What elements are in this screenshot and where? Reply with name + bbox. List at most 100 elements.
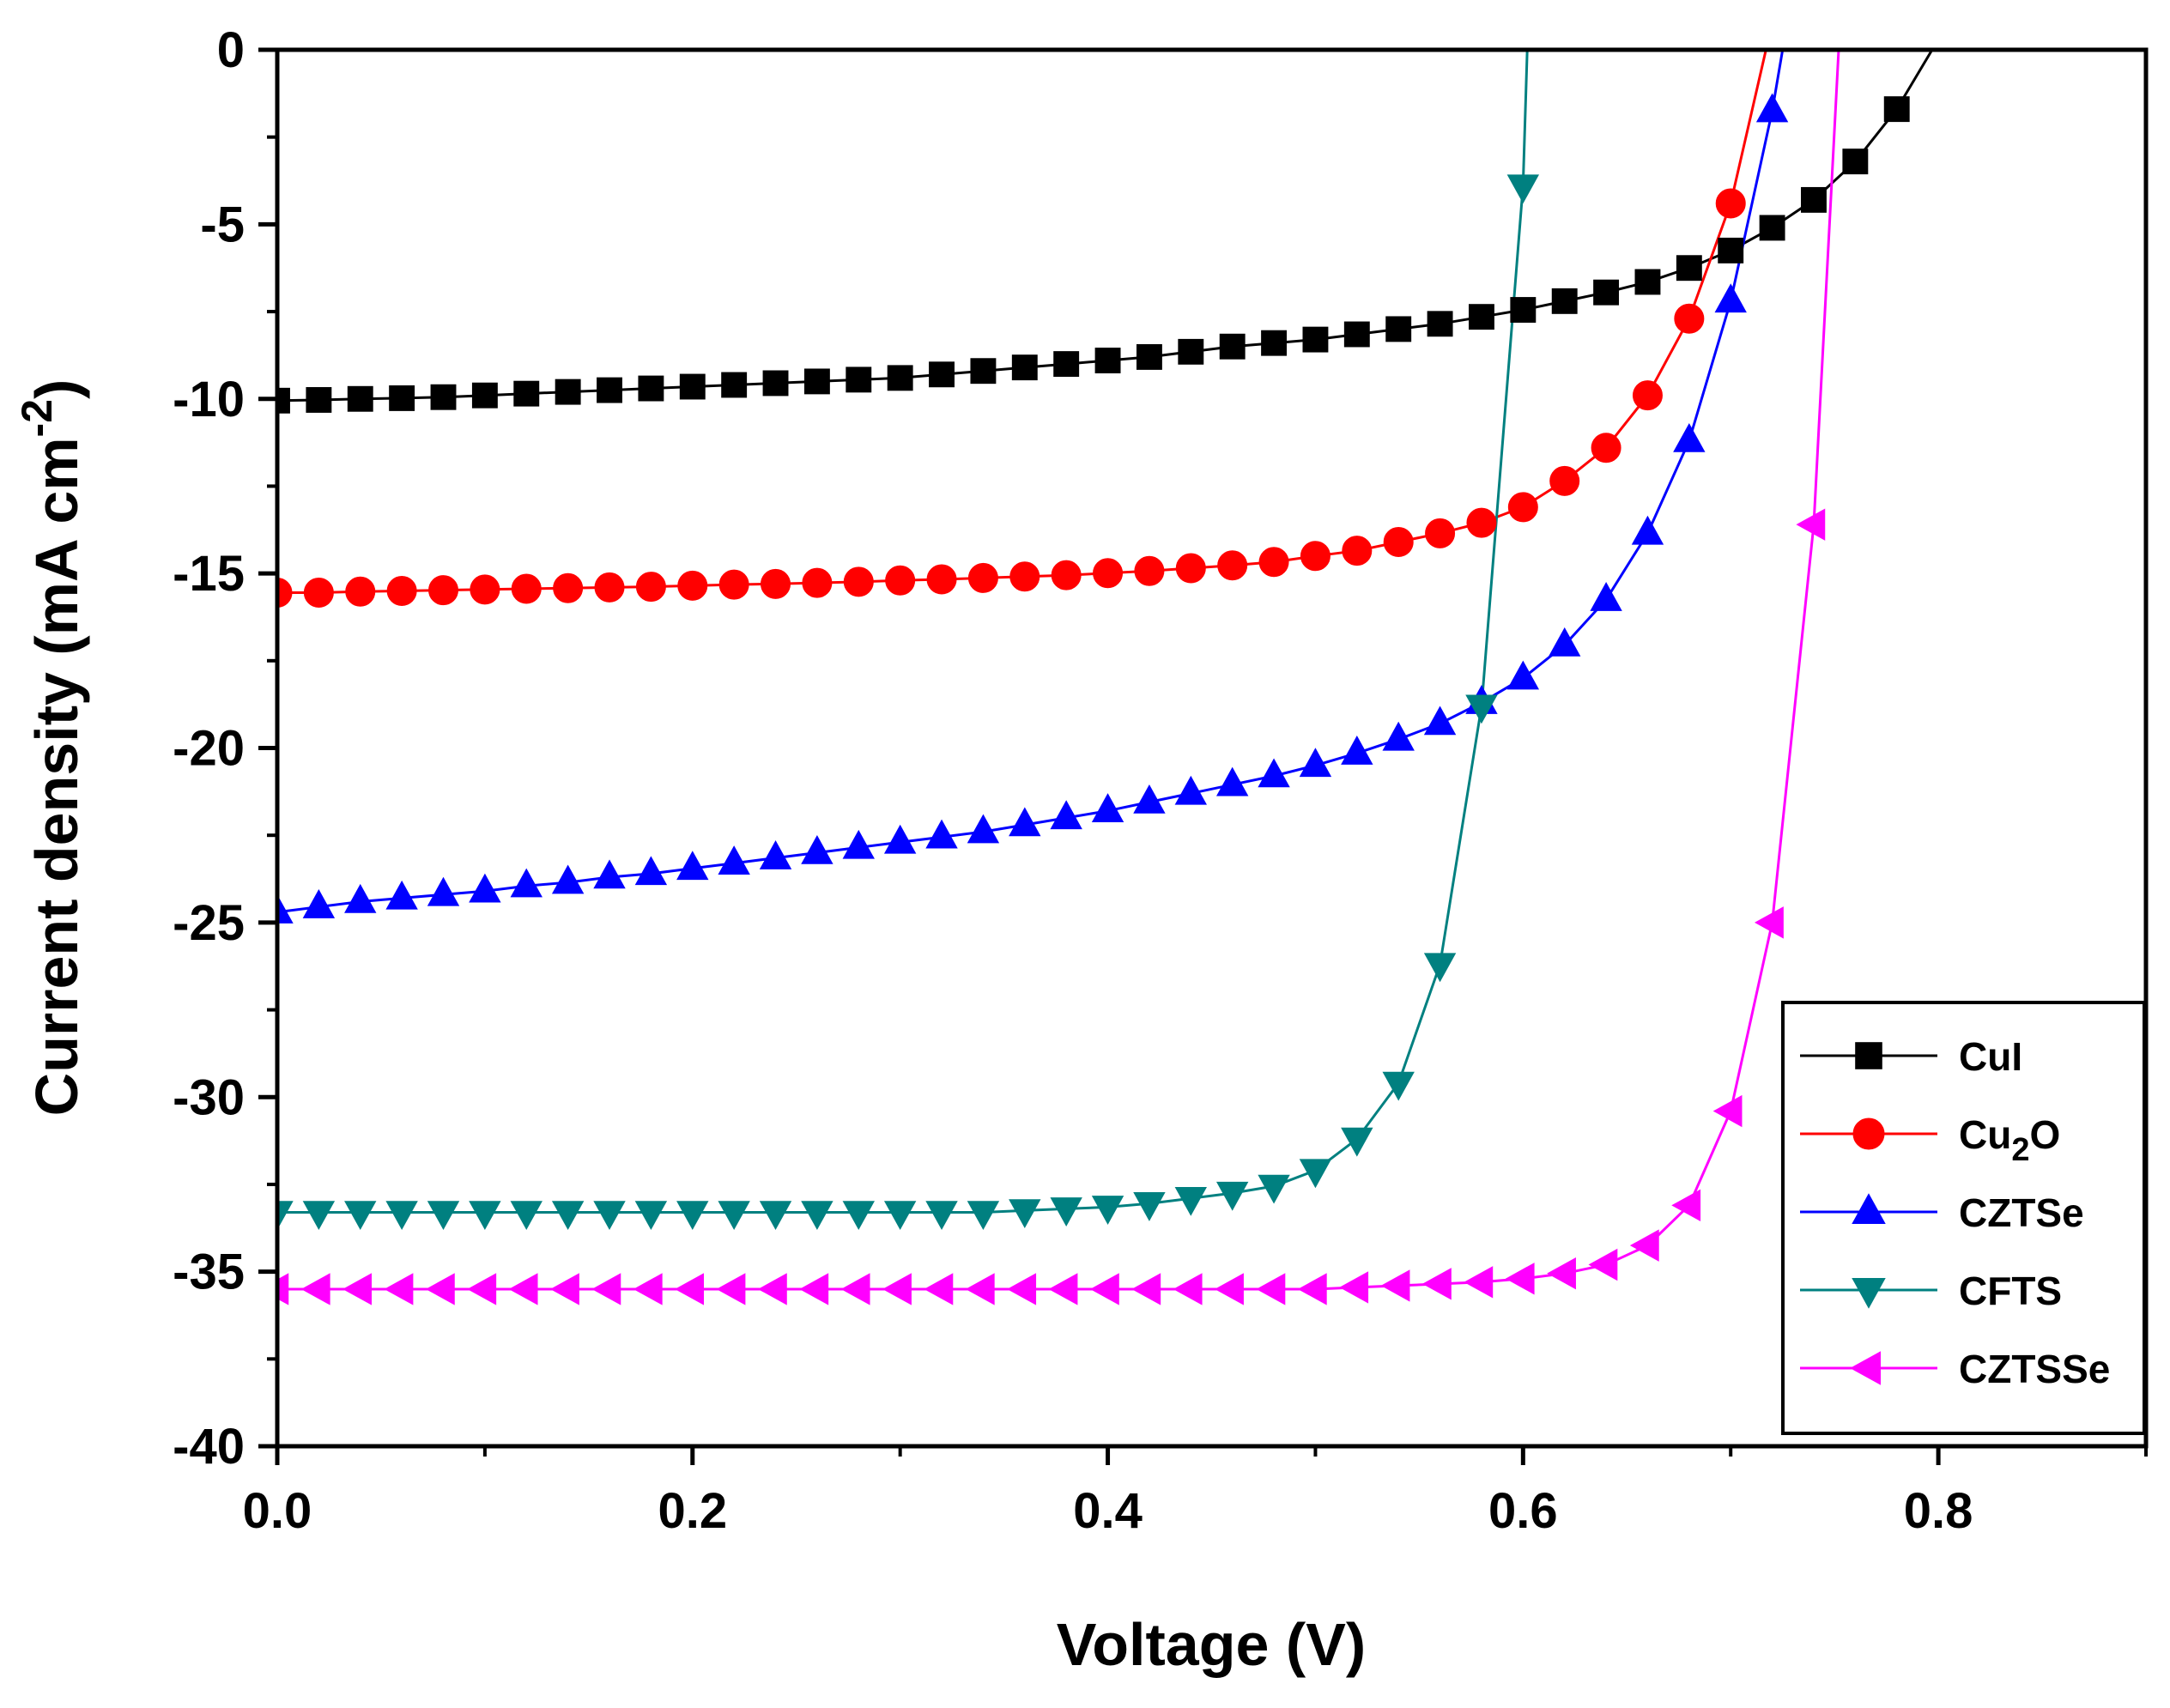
data-point-cztse [1631, 515, 1664, 545]
data-point-cztsse [1339, 1271, 1369, 1304]
data-point-cu2o [1342, 536, 1373, 566]
data-point-cztsse [300, 1273, 330, 1305]
data-point-cztse [427, 876, 460, 906]
data-point-cztse [634, 856, 668, 886]
data-point-cztsse [1712, 1094, 1743, 1128]
data-point-cui [471, 382, 498, 409]
data-point-cfts [551, 1201, 585, 1231]
data-point-cztsse [882, 1273, 912, 1305]
data-point-cui [803, 368, 830, 395]
legend-label-main: CZTSSe [1959, 1347, 2110, 1391]
data-point-cui [1261, 330, 1288, 356]
data-point-cu2o [1093, 558, 1124, 589]
data-point-cui [1718, 237, 1744, 263]
data-point-cfts [1382, 1071, 1415, 1101]
data-point-cu2o [1175, 553, 1206, 584]
data-point-cztsse [1089, 1273, 1119, 1305]
data-point-cztsse [1588, 1248, 1618, 1281]
data-point-cfts [593, 1201, 626, 1231]
data-point-cui [1759, 215, 1785, 241]
data-point-cztsse [508, 1273, 538, 1305]
legend-label-main: CZTSe [1959, 1190, 2084, 1235]
data-point-cztsse [1215, 1273, 1244, 1305]
data-point-cztse [718, 845, 750, 875]
data-point-cztsse [277, 1273, 289, 1305]
x-tick-label: 0.0 [243, 1483, 312, 1539]
y-axis-title-close: ) [23, 379, 90, 399]
legend-label-cztse: CZTSe [1959, 1190, 2084, 1235]
legend: CuI Cu2O CZTSe CFTS CZTSSe [1781, 1001, 2146, 1435]
data-point-cztsse [591, 1273, 621, 1305]
data-point-cu2o [1466, 507, 1497, 538]
data-point-cu2o [635, 572, 666, 603]
data-point-cui [846, 366, 872, 393]
data-point-cui [555, 379, 581, 405]
data-point-cu2o [843, 566, 874, 597]
data-point-cztsse [342, 1273, 373, 1305]
data-point-cfts [1133, 1192, 1166, 1221]
data-point-cui [1219, 333, 1246, 360]
data-point-cui [1469, 304, 1494, 330]
data-point-cui [1011, 354, 1038, 381]
y-tick-label: -15 [173, 546, 245, 602]
data-point-cztse [1423, 706, 1457, 736]
data-point-cu2o [761, 568, 791, 599]
data-point-cztse [593, 859, 626, 889]
data-point-cfts [925, 1201, 958, 1231]
data-point-cztse [1341, 736, 1373, 765]
data-point-cztse [967, 814, 1000, 844]
data-point-cfts [385, 1201, 418, 1231]
data-point-cu2o [1009, 561, 1040, 592]
data-point-cu2o [1591, 433, 1621, 463]
data-point-cu2o [885, 565, 916, 596]
legend-marker-cfts [1852, 1278, 1886, 1309]
data-point-cztse [801, 834, 833, 864]
data-point-cztse [1382, 721, 1415, 751]
data-point-cztse [344, 883, 377, 913]
data-point-cztse [1549, 627, 1581, 657]
data-point-cztsse [1131, 1273, 1161, 1305]
data-point-cu2o [677, 570, 708, 601]
data-point-cztse [1050, 800, 1082, 830]
data-point-cu2o [594, 572, 625, 603]
data-point-cztse [1215, 766, 1249, 796]
data-point-cztse [883, 824, 917, 854]
data-point-cui [513, 380, 540, 407]
data-point-cui [1343, 321, 1370, 348]
legend-label-subscript: 2 [2011, 1132, 2029, 1168]
data-point-cztsse [1755, 906, 1784, 939]
data-point-cu2o [1674, 303, 1705, 334]
data-point-cztsse [675, 1273, 705, 1305]
data-point-cztsse [633, 1273, 663, 1305]
data-point-cztsse [1671, 1189, 1701, 1222]
data-point-cztsse [1297, 1273, 1327, 1305]
data-point-cztsse [1048, 1273, 1078, 1305]
data-point-cfts [344, 1201, 377, 1231]
data-point-cu2o [1507, 492, 1538, 523]
data-point-cfts [1341, 1127, 1373, 1157]
data-point-cui [1634, 269, 1661, 295]
data-point-cztsse [1796, 508, 1826, 541]
y-tick-label: 0 [217, 22, 245, 78]
legend-label-main: Cu [1959, 1112, 2011, 1157]
data-point-cu2o [1258, 547, 1289, 578]
legend-marker-cztsse [1850, 1351, 1881, 1385]
data-point-cu2o [277, 578, 293, 608]
legend-label-cu2o: Cu2O [1959, 1112, 2060, 1168]
data-point-cztsse [1505, 1263, 1535, 1295]
data-point-cztse [925, 819, 958, 849]
data-point-cztse [510, 868, 542, 898]
y-tick-label: -40 [173, 1419, 245, 1475]
data-point-cztse [1590, 582, 1622, 611]
data-point-cui [306, 387, 332, 413]
data-point-cu2o [511, 573, 542, 604]
data-point-cztse [759, 840, 792, 869]
data-point-cztsse [384, 1273, 414, 1305]
y-tick-label: -35 [173, 1245, 245, 1300]
data-point-cu2o [1383, 527, 1414, 558]
data-point-cztsse [799, 1273, 829, 1305]
data-point-cztsse [965, 1273, 995, 1305]
data-point-cztsse [757, 1273, 787, 1305]
y-axis-title-superscript: -2 [13, 399, 61, 437]
legend-label-cui: CuI [1959, 1034, 2022, 1079]
